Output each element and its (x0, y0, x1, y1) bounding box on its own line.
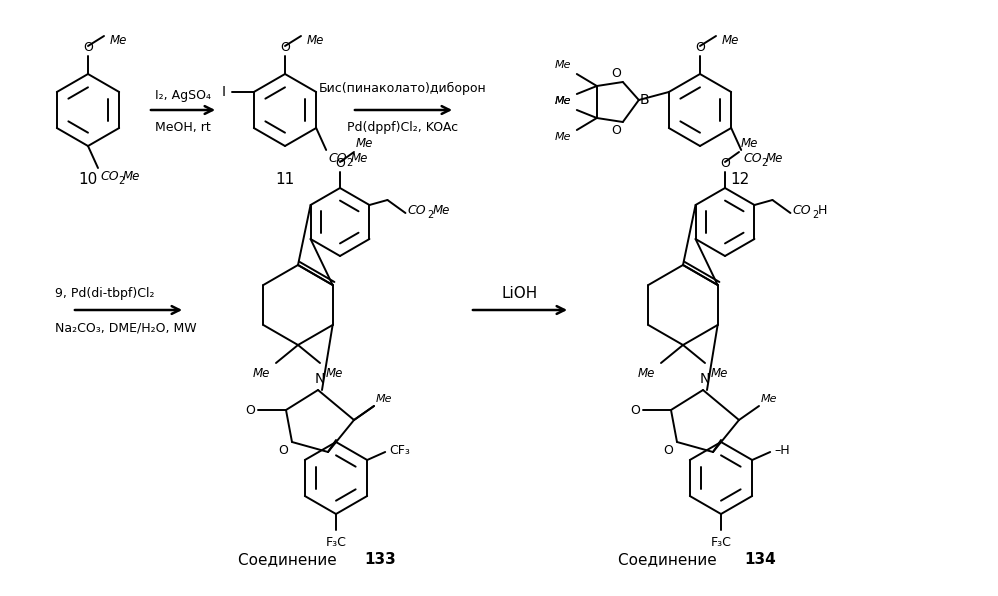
Text: Me: Me (711, 367, 729, 380)
Text: Me: Me (123, 170, 141, 183)
Text: Me: Me (554, 96, 571, 106)
Text: CF₃: CF₃ (389, 443, 410, 457)
Text: Me: Me (638, 367, 655, 380)
Text: 2: 2 (761, 158, 767, 168)
Text: 133: 133 (364, 552, 396, 567)
Text: B: B (640, 93, 650, 107)
Text: 11: 11 (275, 172, 294, 188)
Text: O: O (721, 157, 730, 170)
Text: Me: Me (761, 394, 777, 404)
Text: Na₂CO₃, DME/H₂O, MW: Na₂CO₃, DME/H₂O, MW (55, 321, 197, 334)
Text: Pd(dppf)Cl₂, KOAc: Pd(dppf)Cl₂, KOAc (347, 122, 458, 135)
Text: Me: Me (722, 34, 740, 47)
Text: Me: Me (351, 152, 368, 165)
Text: 2: 2 (812, 210, 818, 220)
Text: Me: Me (356, 137, 373, 150)
Text: I: I (222, 85, 226, 99)
Text: 10: 10 (79, 172, 98, 188)
Text: O: O (663, 444, 673, 457)
Text: Me: Me (252, 367, 270, 380)
Text: LiOH: LiOH (502, 285, 538, 300)
Text: CO: CO (328, 152, 346, 165)
Text: O: O (246, 403, 254, 417)
Text: 9, Pd(di-tbpf)Cl₂: 9, Pd(di-tbpf)Cl₂ (55, 287, 155, 300)
Text: CO: CO (744, 152, 761, 165)
Text: Me: Me (307, 34, 324, 47)
Text: O: O (83, 41, 93, 54)
Text: H: H (817, 204, 826, 218)
Text: Бис(пинаколато)диборон: Бис(пинаколато)диборон (319, 82, 487, 95)
Text: F₃C: F₃C (325, 536, 346, 549)
Text: 2: 2 (346, 158, 352, 168)
Text: Me: Me (110, 34, 128, 47)
Text: O: O (611, 67, 621, 80)
Text: Me: Me (554, 132, 571, 142)
Text: O: O (335, 157, 345, 170)
Text: Me: Me (432, 204, 450, 218)
Text: 12: 12 (731, 172, 749, 188)
Text: 134: 134 (745, 552, 775, 567)
Text: O: O (611, 124, 621, 137)
Text: CO: CO (792, 204, 811, 218)
Text: 2: 2 (118, 176, 124, 186)
Text: Me: Me (554, 60, 571, 70)
Text: MeOH, rt: MeOH, rt (155, 122, 211, 135)
Text: Me: Me (766, 152, 783, 165)
Text: 2: 2 (427, 210, 434, 220)
Text: O: O (695, 41, 705, 54)
Text: CO: CO (100, 170, 119, 183)
Text: Соединение: Соединение (239, 552, 341, 567)
Text: Me: Me (554, 96, 571, 106)
Text: –H: –H (774, 443, 789, 457)
Text: N: N (700, 372, 711, 386)
Text: Соединение: Соединение (618, 552, 722, 567)
Text: CO: CO (407, 204, 426, 218)
Text: O: O (630, 403, 640, 417)
Text: I₂, AgSO₄: I₂, AgSO₄ (155, 88, 211, 101)
Text: O: O (278, 444, 288, 457)
Text: O: O (280, 41, 290, 54)
Text: Me: Me (741, 137, 758, 150)
Text: Me: Me (376, 394, 392, 404)
Text: F₃C: F₃C (711, 536, 732, 549)
Text: N: N (314, 372, 325, 386)
Text: Me: Me (326, 367, 343, 380)
